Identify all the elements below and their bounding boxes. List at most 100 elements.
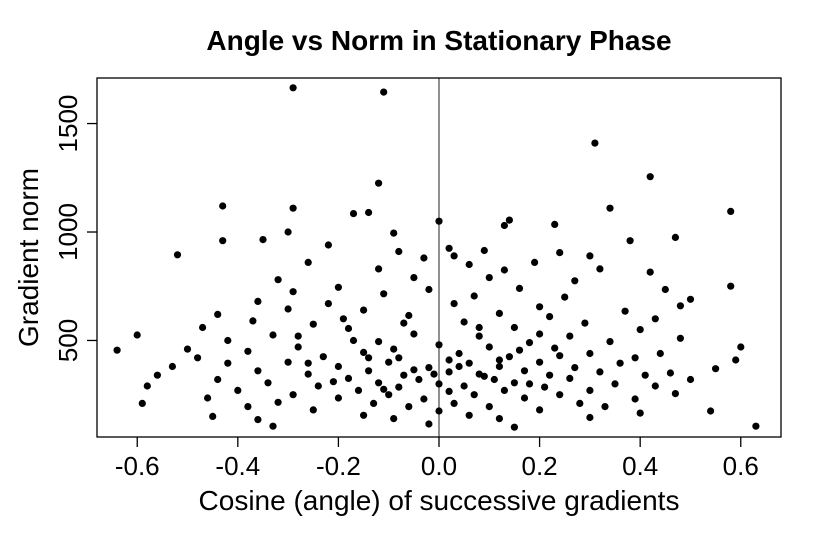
data-point bbox=[380, 385, 388, 393]
data-point bbox=[666, 369, 675, 377]
data-point bbox=[219, 202, 227, 210]
x-tick-label: 0.6 bbox=[723, 451, 759, 481]
data-point bbox=[254, 297, 262, 305]
data-point bbox=[646, 173, 654, 181]
data-point bbox=[400, 319, 408, 327]
data-point bbox=[525, 339, 534, 347]
data-point bbox=[591, 139, 599, 147]
data-point bbox=[435, 341, 443, 349]
data-point bbox=[360, 411, 368, 419]
data-point bbox=[541, 383, 549, 391]
data-point bbox=[375, 265, 383, 273]
data-point bbox=[727, 282, 735, 290]
data-point bbox=[616, 359, 624, 367]
data-point bbox=[395, 247, 403, 256]
data-point bbox=[309, 320, 317, 328]
data-point bbox=[686, 295, 695, 303]
data-point bbox=[319, 353, 327, 361]
data-point bbox=[380, 88, 388, 96]
y-tick-label: 500 bbox=[53, 319, 83, 362]
data-point bbox=[304, 370, 312, 378]
data-point bbox=[500, 221, 508, 230]
chart-title: Angle vs Norm in Stationary Phase bbox=[206, 25, 671, 56]
data-point bbox=[445, 387, 453, 395]
data-point bbox=[626, 237, 634, 245]
data-point bbox=[274, 398, 282, 406]
data-point bbox=[324, 241, 332, 249]
data-point bbox=[224, 336, 232, 345]
data-point bbox=[425, 420, 433, 428]
data-point bbox=[505, 353, 513, 361]
data-point bbox=[556, 352, 564, 360]
data-point bbox=[646, 268, 654, 276]
data-point bbox=[707, 407, 715, 415]
data-point bbox=[173, 251, 182, 259]
data-point bbox=[390, 345, 398, 353]
data-point bbox=[641, 371, 649, 379]
data-point bbox=[380, 290, 388, 298]
data-point bbox=[651, 382, 659, 390]
data-point bbox=[686, 375, 695, 384]
data-point bbox=[676, 302, 685, 310]
data-point bbox=[375, 179, 383, 187]
data-point bbox=[113, 346, 121, 354]
data-point bbox=[294, 332, 302, 340]
data-point bbox=[375, 379, 383, 387]
data-points bbox=[113, 84, 760, 431]
data-point bbox=[495, 356, 503, 364]
data-point bbox=[334, 283, 342, 291]
data-point bbox=[314, 382, 322, 390]
data-point bbox=[536, 330, 544, 338]
data-point bbox=[269, 422, 277, 430]
data-point bbox=[405, 311, 413, 320]
data-point bbox=[732, 356, 740, 364]
data-point bbox=[500, 386, 508, 394]
data-point bbox=[510, 423, 518, 431]
data-point bbox=[264, 379, 272, 387]
data-point bbox=[370, 399, 378, 407]
data-point bbox=[354, 386, 363, 394]
data-point bbox=[304, 359, 312, 367]
data-point bbox=[465, 411, 473, 419]
data-point bbox=[194, 354, 202, 362]
data-point bbox=[606, 204, 614, 212]
data-point bbox=[254, 367, 262, 375]
data-point bbox=[586, 386, 594, 394]
data-point bbox=[485, 403, 493, 411]
data-point bbox=[460, 318, 468, 326]
data-point bbox=[636, 326, 644, 334]
data-point bbox=[727, 207, 735, 215]
data-point bbox=[566, 374, 574, 382]
data-point bbox=[671, 233, 680, 241]
data-point bbox=[611, 380, 619, 388]
data-point bbox=[395, 354, 403, 362]
data-point bbox=[460, 382, 468, 390]
data-point bbox=[410, 274, 418, 282]
data-point bbox=[385, 358, 393, 366]
data-point bbox=[269, 331, 277, 339]
data-point bbox=[510, 323, 518, 332]
data-point bbox=[586, 349, 594, 358]
data-point bbox=[334, 394, 342, 402]
data-point bbox=[515, 284, 524, 292]
x-tick-label: 0.4 bbox=[622, 451, 658, 481]
data-point bbox=[410, 366, 418, 374]
data-point bbox=[656, 349, 664, 358]
data-point bbox=[536, 303, 544, 311]
data-point bbox=[556, 391, 564, 399]
x-axis: -0.6 -0.4 -0.2 0.0 0.2 0.4 0.6 bbox=[115, 437, 759, 481]
data-point bbox=[465, 260, 473, 269]
data-point bbox=[199, 323, 207, 332]
data-point bbox=[490, 375, 498, 384]
data-point bbox=[259, 236, 267, 244]
data-point bbox=[500, 266, 508, 274]
x-tick-label: 0.2 bbox=[522, 451, 558, 481]
data-point bbox=[561, 293, 569, 301]
data-point bbox=[520, 367, 529, 375]
data-point bbox=[661, 285, 669, 294]
data-point bbox=[470, 391, 478, 399]
data-point bbox=[425, 364, 433, 372]
data-point bbox=[455, 362, 463, 371]
data-point bbox=[234, 386, 242, 394]
